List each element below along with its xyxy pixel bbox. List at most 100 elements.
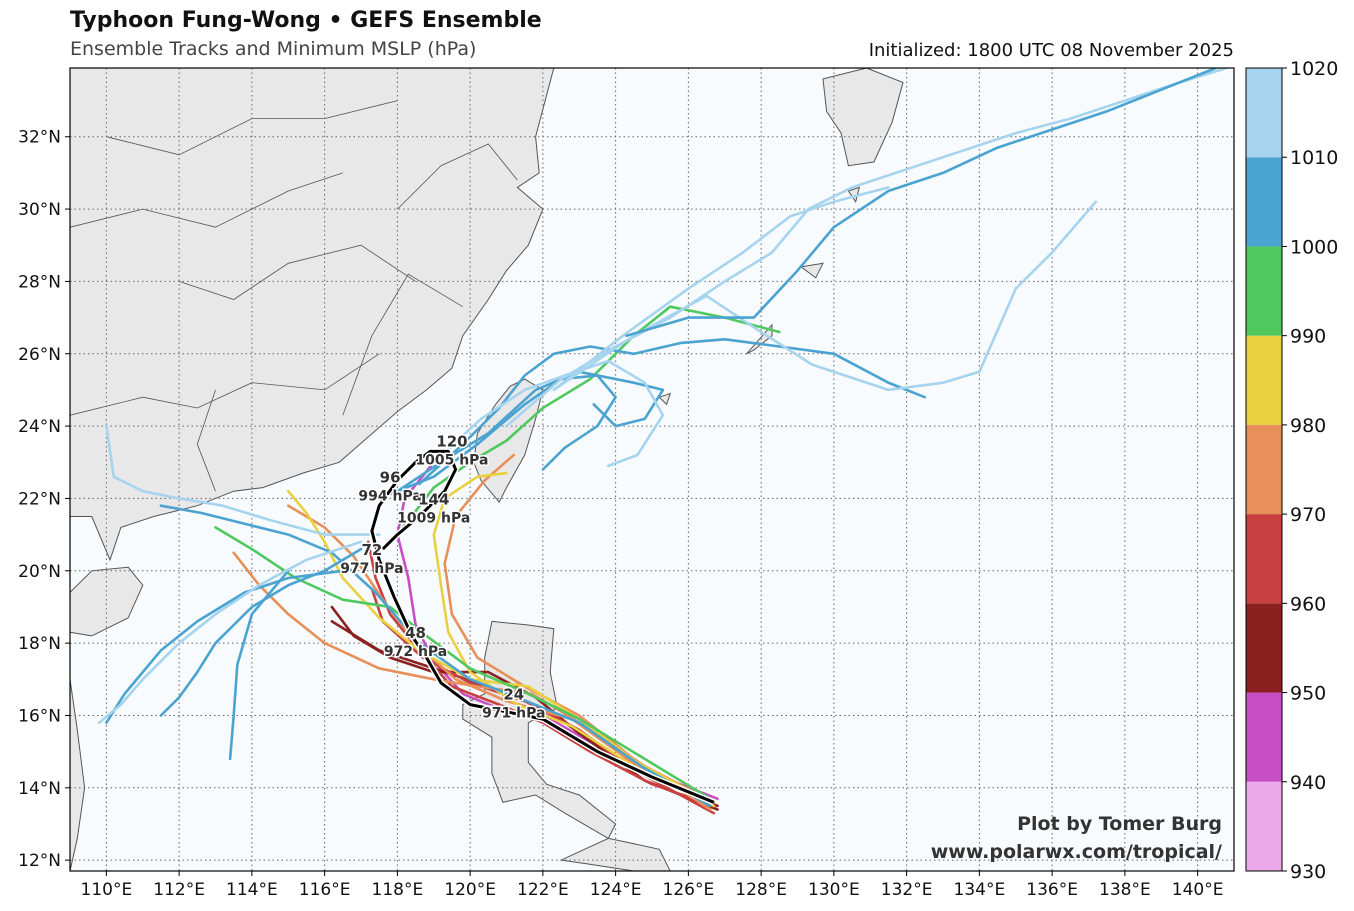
mean-track-labels: 24 971 hPa 48 972 hPa 72 977 hPa 96 994 hPa 120 1… <box>339 431 547 723</box>
initialization-time: Initialized: 1800 UTC 08 November 2025 <box>868 40 1234 61</box>
map-frame <box>69 67 1235 872</box>
ensemble-member-track <box>366 540 716 808</box>
province-border <box>70 353 380 416</box>
lon-tick-label: 112°E <box>153 880 205 900</box>
forecast-hour-label: 144 <box>418 490 449 508</box>
ensemble-member-track <box>625 68 1218 338</box>
lon-tick-label: 134°E <box>954 880 1006 900</box>
colorbar: 930 940 950 960 970 980 990 1000 1010 1020 <box>1245 58 1338 883</box>
vietnam-coast <box>70 679 86 871</box>
lon-tick-label: 120°E <box>444 880 496 900</box>
mslp-label: 977 hPa <box>340 561 403 577</box>
ensemble-member-track <box>105 569 345 725</box>
ensemble-member-track <box>105 424 381 536</box>
chart-title: Typhoon Fung-Wong • GEFS Ensemble <box>70 8 542 33</box>
colorbar-label: 960 <box>1290 593 1326 615</box>
lat-lon-gridlines <box>70 68 1234 871</box>
credit-url: www.polarwx.com/tropical/ <box>931 841 1222 863</box>
colorbar-label: 930 <box>1290 861 1326 883</box>
colorbar-segment <box>1246 692 1282 782</box>
lon-tick-label: 140°E <box>1172 880 1224 900</box>
forecast-hour-label: 120 <box>436 432 467 450</box>
axis-ticks: 110°E 112°E 114°E 116°E 118°E 120°E 122°E 124°E… <box>18 128 1223 900</box>
lon-tick-label: 118°E <box>372 880 424 900</box>
colorbar-label: 980 <box>1290 415 1326 437</box>
province-border <box>342 273 464 416</box>
ensemble-member-track <box>396 370 665 493</box>
lat-tick-label: 16°N <box>18 706 61 726</box>
forecast-hour-label: 48 <box>405 624 426 642</box>
ensemble-member-track <box>377 374 617 500</box>
lat-tick-label: 20°N <box>18 562 61 582</box>
lat-tick-label: 14°N <box>18 779 61 799</box>
colorbar-label: 1020 <box>1290 58 1338 80</box>
colorbar-segment <box>1246 514 1282 604</box>
lat-tick-label: 12°N <box>18 851 61 871</box>
colorbar-label: 1000 <box>1290 236 1338 258</box>
kyushu-island <box>822 68 904 167</box>
lat-tick-label: 26°N <box>18 345 61 365</box>
ensemble-member-track <box>159 504 712 808</box>
ensemble-member-track <box>214 526 712 801</box>
forecast-hour-label: 72 <box>361 541 382 559</box>
province-border <box>397 143 518 210</box>
lat-tick-label: 18°N <box>18 634 61 654</box>
miyako-island <box>658 392 671 406</box>
colorbar-segment <box>1246 335 1282 425</box>
ensemble-mean-track <box>368 448 715 806</box>
ensemble-member-track <box>552 200 1098 392</box>
mean-track-line <box>370 449 715 804</box>
province-border <box>70 172 343 228</box>
lon-tick-label: 132°E <box>881 880 933 900</box>
lat-tick-label: 28°N <box>18 272 61 292</box>
ensemble-member-track <box>228 569 290 761</box>
lon-tick-label: 130°E <box>808 880 860 900</box>
lon-tick-label: 128°E <box>735 880 787 900</box>
lon-tick-label: 116°E <box>299 880 351 900</box>
credit-author: Plot by Tomer Burg <box>1017 813 1222 835</box>
ensemble-member-track <box>432 359 665 468</box>
lat-tick-label: 32°N <box>18 128 61 148</box>
province-border <box>196 389 216 492</box>
province-border <box>178 244 416 300</box>
lon-tick-label: 124°E <box>590 880 642 900</box>
colorbar-segment <box>1246 781 1282 871</box>
colorbar-segment <box>1246 68 1282 158</box>
lon-tick-label: 126°E <box>663 880 715 900</box>
amami-island <box>799 262 824 279</box>
colorbar-segment <box>1246 157 1282 247</box>
colorbar-label: 940 <box>1290 772 1326 794</box>
lat-tick-label: 30°N <box>18 200 61 220</box>
china-landmass <box>70 68 555 562</box>
lon-tick-label: 138°E <box>1099 880 1151 900</box>
ensemble-member-track <box>432 471 716 808</box>
colorbar-label: 950 <box>1290 683 1326 705</box>
colorbar-segment <box>1246 246 1282 336</box>
colorbar-segment <box>1246 424 1282 515</box>
colorbar-label: 970 <box>1290 504 1326 526</box>
lon-tick-label: 114°E <box>226 880 278 900</box>
lat-tick-label: 22°N <box>18 489 61 509</box>
mslp-label: 972 hPa <box>384 644 447 660</box>
forecast-hour-label: 96 <box>380 469 401 487</box>
lat-tick-label: 24°N <box>18 417 61 437</box>
mslp-label: 1009 hPa <box>397 510 470 526</box>
mslp-label: 1005 hPa <box>415 452 488 468</box>
ensemble-member-track <box>97 540 363 725</box>
land-layer <box>70 68 1234 871</box>
chart-subtitle: Ensemble Tracks and Minimum MSLP (hPa) <box>70 38 477 60</box>
forecast-hour-label: 24 <box>503 686 524 704</box>
colorbar-frame <box>1245 67 1283 872</box>
visayas-islands <box>559 837 671 871</box>
mslp-label: 971 hPa <box>482 706 545 722</box>
lon-tick-label: 110°E <box>81 880 133 900</box>
colorbar-segment <box>1246 603 1282 693</box>
colorbar-label: 1010 <box>1290 147 1338 169</box>
ensemble-member-track <box>552 186 890 392</box>
colorbar-label: 990 <box>1290 326 1326 348</box>
lon-tick-label: 136°E <box>1026 880 1078 900</box>
lon-tick-label: 122°E <box>517 880 569 900</box>
hainan-island <box>70 566 144 637</box>
mslp-label: 994 hPa <box>358 489 421 505</box>
